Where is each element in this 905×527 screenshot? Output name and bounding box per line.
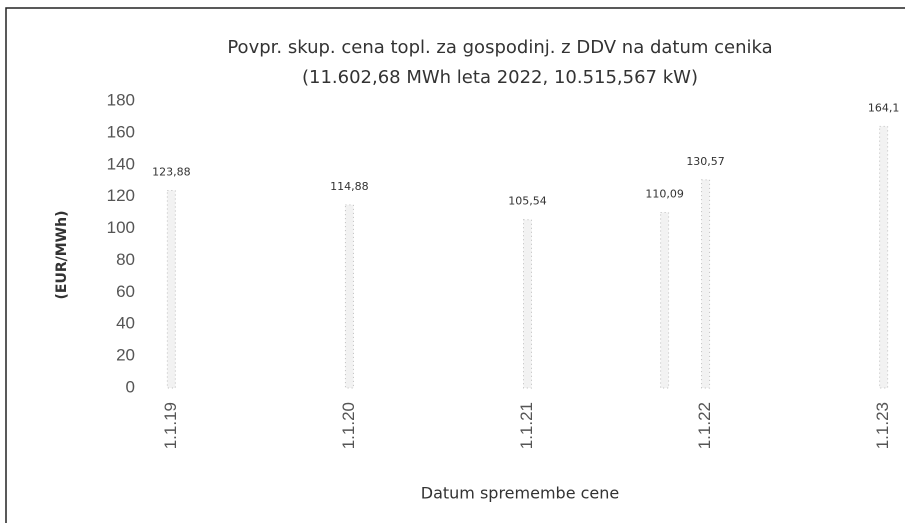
- y-tick-label: 160: [107, 122, 135, 141]
- bar: [344, 204, 354, 389]
- bar: [879, 125, 889, 389]
- chart-frame: [5, 7, 905, 527]
- y-tick-label: 180: [107, 90, 135, 109]
- x-axis-label: Datum spremembe cene: [421, 484, 620, 503]
- y-tick-label: 100: [107, 218, 135, 237]
- bar: [660, 211, 670, 389]
- value-label: 123,88: [152, 165, 191, 178]
- value-label: 114,88: [330, 180, 369, 193]
- value-label: 110,09: [645, 187, 684, 200]
- value-label: 130,57: [686, 155, 725, 168]
- y-tick-label: 120: [107, 186, 135, 205]
- bar: [701, 179, 711, 389]
- value-label: 164,1: [868, 101, 900, 114]
- y-tick-label: 0: [126, 377, 135, 396]
- bar: [166, 189, 176, 389]
- y-tick-label: 60: [116, 282, 135, 301]
- y-tick-label: 140: [107, 154, 135, 173]
- x-tick-label: 1.1.19: [161, 402, 180, 449]
- x-tick-label: 1.1.21: [517, 402, 536, 449]
- y-tick-label: 80: [116, 250, 135, 269]
- value-label: 105,54: [508, 195, 547, 208]
- y-tick-label: 40: [116, 314, 135, 333]
- x-tick-label: 1.1.23: [873, 402, 892, 449]
- y-axis-label: (EUR/MWh): [54, 211, 70, 300]
- bar: [523, 219, 532, 389]
- chart-subtitle: (11.602,68 MWh leta 2022, 10.515,567 kW): [302, 67, 698, 88]
- x-tick-label: 1.1.20: [339, 402, 358, 449]
- x-tick-label: 1.1.22: [695, 402, 714, 449]
- chart-title: Povpr. skup. cena topl. za gospodinj. z …: [227, 37, 772, 58]
- y-tick-label: 20: [116, 346, 135, 365]
